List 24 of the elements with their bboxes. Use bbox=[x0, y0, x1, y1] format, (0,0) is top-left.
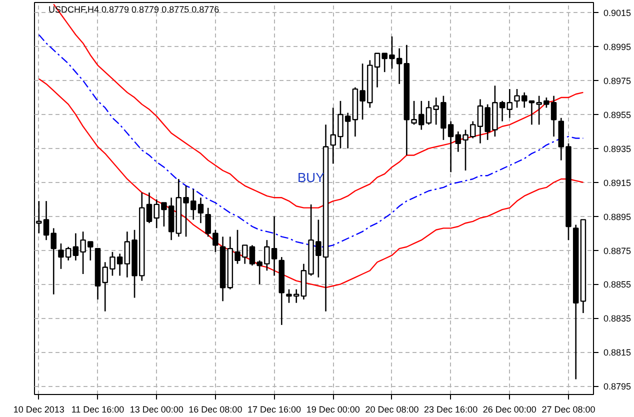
y-tick-label: 0.8935 bbox=[604, 144, 632, 154]
x-tick-label: 17 Dec 16:00 bbox=[248, 404, 302, 414]
y-tick-label: 0.8955 bbox=[604, 110, 632, 120]
y-tick-label: 0.8855 bbox=[604, 280, 632, 290]
x-tick-label: 27 Dec 08:00 bbox=[542, 404, 596, 414]
y-tick-label: 0.8995 bbox=[604, 42, 632, 52]
x-tick-label: 20 Dec 08:00 bbox=[365, 404, 419, 414]
y-tick-label: 0.8835 bbox=[604, 314, 632, 324]
line-series bbox=[38, 78, 584, 288]
x-tick-label: 26 Dec 00:00 bbox=[482, 404, 536, 414]
x-tick-label: 11 Dec 16:00 bbox=[71, 404, 124, 414]
y-tick-label: 0.8915 bbox=[604, 178, 632, 188]
y-tick-label: 0.8795 bbox=[604, 382, 632, 392]
x-tick-label: 19 Dec 00:00 bbox=[306, 404, 360, 414]
x-tick-label: 13 Dec 00:00 bbox=[130, 404, 184, 414]
y-tick-label: 0.8875 bbox=[604, 246, 632, 256]
y-tick-label: 0.8815 bbox=[604, 348, 632, 358]
x-tick-label: 23 Dec 16:00 bbox=[424, 404, 478, 414]
x-tick-label: 10 Dec 2013 bbox=[13, 404, 64, 414]
y-tick-label: 0.9015 bbox=[604, 8, 632, 18]
y-tick-label: 0.8895 bbox=[604, 212, 632, 222]
y-tick-label: 0.8975 bbox=[604, 76, 632, 86]
x-tick-label: 16 Dec 08:00 bbox=[188, 404, 242, 414]
candlestick bbox=[506, 88, 513, 119]
